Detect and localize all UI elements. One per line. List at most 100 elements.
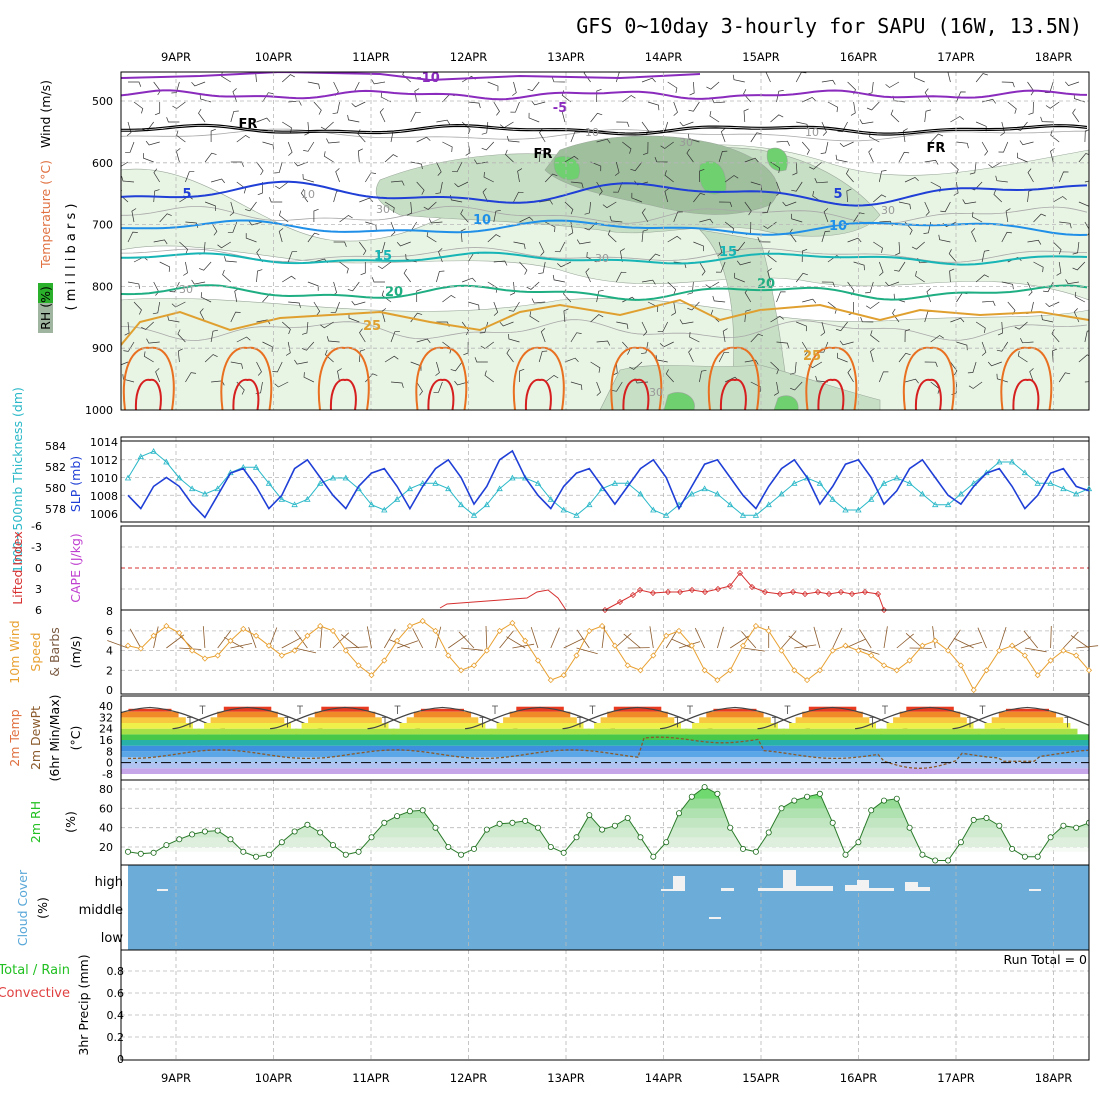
temp-contour [121, 89, 1088, 101]
contour-label: 10 [805, 126, 819, 139]
wind-barb [313, 101, 322, 115]
thickness-point [457, 501, 465, 508]
wind-barb [438, 248, 443, 263]
rh-point [1047, 834, 1054, 841]
wind-barb [423, 201, 437, 210]
temp-band [509, 711, 571, 718]
wind-barb [590, 314, 604, 323]
wind-barb [914, 72, 925, 83]
date-label-top: 13APR [547, 50, 584, 64]
temp-band [998, 711, 1057, 718]
wind-barb [153, 189, 160, 203]
wind-barb [256, 319, 271, 325]
wind-barb [801, 141, 810, 155]
contour-label: 30 [595, 252, 609, 265]
wind-barb [1014, 321, 1028, 330]
precip-tick: 0.4 [107, 1009, 125, 1022]
wind-barb [176, 130, 186, 143]
wind-barb [513, 191, 524, 203]
li-point [880, 606, 888, 614]
wind-barb [1027, 281, 1033, 296]
wind-barb [262, 341, 273, 352]
wind-barb [873, 194, 887, 203]
wind-barb [654, 156, 668, 163]
rh-point [881, 797, 888, 804]
temp-contour [902, 346, 955, 410]
rh-point [1034, 853, 1041, 860]
wind-barb [801, 341, 809, 356]
wind-barb [454, 380, 469, 386]
rh-point [599, 826, 606, 833]
wind-barb [870, 348, 875, 363]
wind-barb [956, 292, 968, 303]
wind-barb [221, 72, 231, 83]
thickness-point [534, 479, 542, 486]
wind-barb [485, 625, 488, 649]
level-tick: 1000 [85, 404, 113, 417]
wind-barb [257, 182, 263, 196]
wind-speed-point [253, 632, 260, 639]
wind-barb [1027, 239, 1042, 245]
wind-barb [693, 241, 704, 252]
temp-band [587, 728, 688, 735]
temp-band [880, 728, 980, 735]
contour-label: FR [534, 147, 553, 162]
wind-barb [403, 268, 411, 283]
wind-barb [998, 141, 1009, 153]
wind-barb [776, 291, 786, 303]
thickness-point [547, 495, 554, 502]
minmax-whisker [394, 705, 486, 728]
wind-barb [281, 321, 291, 335]
wind-speed-point [970, 686, 977, 694]
wind-barb [689, 331, 700, 343]
y-axis-labels: RH (%) Temperature (°C) Wind (m/s) ( m i l … [0, 80, 91, 1056]
rh-point [868, 807, 875, 814]
wind-barb [563, 308, 569, 323]
wind-barb [323, 151, 334, 163]
wind-barb [583, 72, 591, 83]
temp-contour [415, 346, 468, 410]
temp-band [713, 708, 757, 712]
wind-barb [981, 250, 990, 263]
precip-tick: 0.2 [107, 1031, 125, 1044]
wind-barb [622, 341, 631, 355]
wind-speed-point [329, 627, 337, 634]
rh-point [1086, 819, 1089, 826]
temp-band [420, 708, 464, 712]
wind-barb [699, 168, 705, 183]
wind-barb [227, 221, 238, 233]
date-label-top: 10APR [255, 50, 292, 64]
rh-fill-base [128, 787, 1089, 861]
wind-barb [850, 101, 856, 116]
wind-barb [217, 241, 231, 249]
wind-barb [256, 161, 264, 176]
wind-barb [671, 638, 692, 649]
wind-tick: 2 [106, 664, 113, 677]
li-point [676, 588, 684, 596]
wind-barb [712, 295, 726, 303]
run-total-label: Run Total = 0 [1003, 952, 1087, 967]
wind-barb [159, 261, 170, 272]
wind-speed-point [317, 622, 324, 630]
thickness-point [906, 479, 913, 486]
wind-barb [967, 361, 977, 374]
wind-barb [1070, 635, 1090, 649]
wind-barb [673, 101, 678, 116]
wind-barb [302, 321, 309, 335]
precip-axis-label: 3hr Precip (mm) [76, 954, 91, 1055]
wind-barb [230, 643, 253, 649]
wind-speed-point [189, 647, 196, 654]
wind-barb [474, 159, 488, 165]
wind-barb [1027, 81, 1035, 96]
wind-barb [351, 300, 366, 306]
wind-barb [506, 636, 526, 649]
wind-barb [763, 221, 777, 229]
rh-point [727, 824, 734, 831]
thickness-point [150, 447, 157, 454]
wind-barb [152, 301, 161, 315]
minmax-whisker [199, 705, 291, 728]
wind-barb [686, 148, 694, 163]
thickness-point [381, 506, 388, 513]
wind-barb [127, 281, 141, 289]
wind-barb [853, 212, 865, 223]
